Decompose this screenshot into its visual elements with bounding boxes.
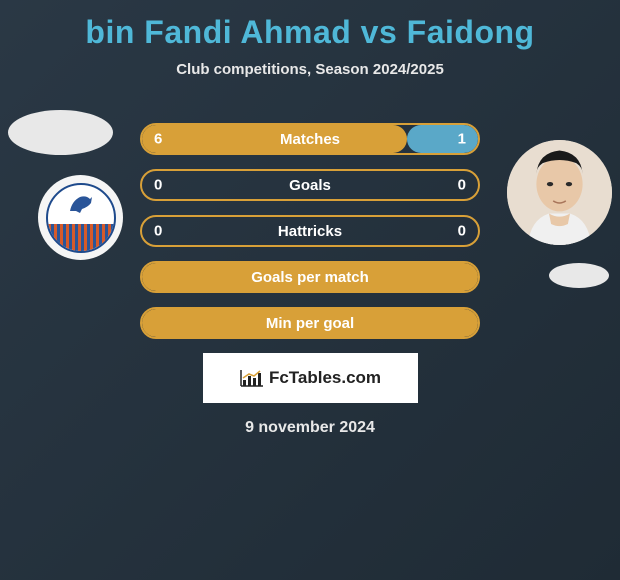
- stat-row-matches: Matches 6 1: [140, 123, 480, 155]
- chart-icon: [239, 368, 265, 388]
- comparison-subtitle: Club competitions, Season 2024/2025: [0, 61, 620, 78]
- player-left: [8, 110, 123, 260]
- player-right: [507, 140, 612, 288]
- stat-value-right: 0: [458, 177, 466, 194]
- stat-value-left: 0: [154, 177, 162, 194]
- player-left-avatar-placeholder: [8, 110, 113, 155]
- stats-container: Matches 6 1 Goals 0 0 Hattricks 0 0 Goals per mat…: [140, 123, 480, 339]
- comparison-date: 9 november 2024: [0, 419, 620, 437]
- comparison-title: bin Fandi Ahmad vs Faidong: [0, 0, 620, 51]
- stat-label: Matches: [280, 131, 340, 148]
- stat-value-left: 0: [154, 223, 162, 240]
- horse-icon: [66, 191, 96, 215]
- stat-value-left: 6: [154, 131, 162, 148]
- stat-label: Goals: [289, 177, 331, 194]
- player-left-club-badge: [38, 175, 123, 260]
- stat-label: Hattricks: [278, 223, 342, 240]
- stat-row-min-per-goal: Min per goal: [140, 307, 480, 339]
- stat-value-right: 0: [458, 223, 466, 240]
- stat-label: Goals per match: [251, 269, 369, 286]
- logo-text: FcTables.com: [269, 368, 381, 388]
- stat-row-hattricks: Hattricks 0 0: [140, 215, 480, 247]
- stat-value-right: 1: [458, 131, 466, 148]
- player-right-club-placeholder: [549, 263, 609, 288]
- player-right-avatar: [507, 140, 612, 245]
- stat-row-goals-per-match: Goals per match: [140, 261, 480, 293]
- stat-row-goals: Goals 0 0: [140, 169, 480, 201]
- stat-label: Min per goal: [266, 315, 354, 332]
- fctables-logo[interactable]: FcTables.com: [203, 353, 418, 403]
